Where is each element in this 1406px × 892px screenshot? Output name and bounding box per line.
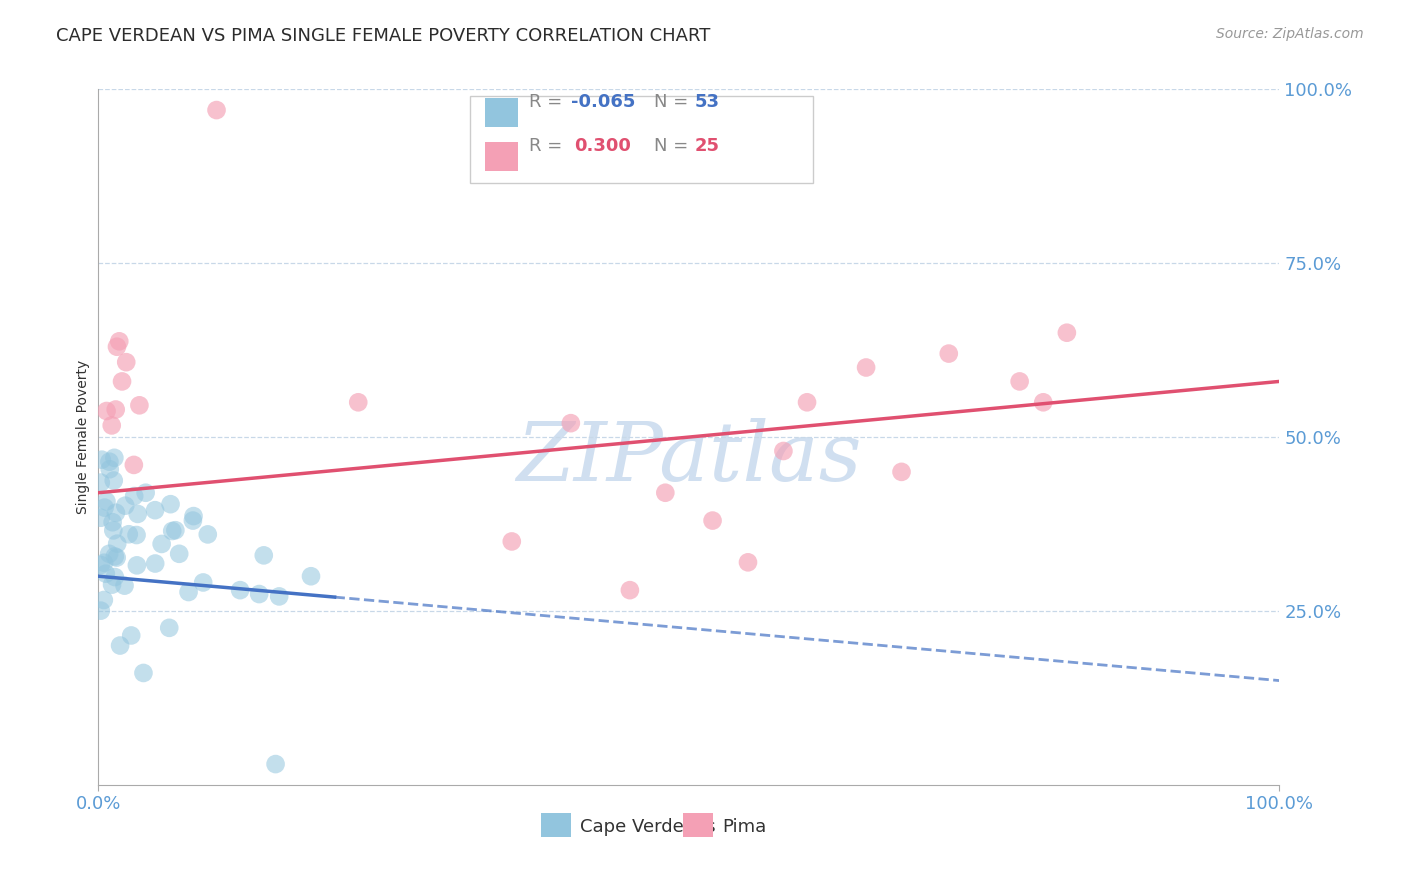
Point bbox=[122, 458, 145, 472]
Text: Source: ZipAtlas.com: Source: ZipAtlas.com bbox=[1216, 27, 1364, 41]
Point bbox=[132, 665, 155, 680]
Point bbox=[654, 485, 676, 500]
Point bbox=[501, 534, 523, 549]
Point bbox=[1032, 395, 1054, 409]
Point bbox=[890, 465, 912, 479]
Point bbox=[93, 556, 115, 570]
Point bbox=[143, 557, 166, 571]
Point bbox=[167, 547, 190, 561]
Point bbox=[128, 398, 150, 412]
Text: Pima: Pima bbox=[723, 818, 766, 836]
Point bbox=[94, 566, 117, 581]
FancyBboxPatch shape bbox=[485, 98, 517, 128]
Point bbox=[855, 360, 877, 375]
Point bbox=[103, 474, 125, 488]
Point bbox=[160, 524, 183, 538]
Point bbox=[157, 621, 180, 635]
Point bbox=[115, 355, 138, 369]
Point bbox=[165, 523, 187, 537]
Point bbox=[101, 577, 124, 591]
Point bbox=[108, 334, 131, 349]
Point bbox=[90, 475, 112, 490]
Point bbox=[1008, 375, 1031, 389]
Point bbox=[90, 558, 112, 572]
Text: R =: R = bbox=[530, 136, 574, 155]
Point bbox=[122, 489, 145, 503]
Text: Cape Verdeans: Cape Verdeans bbox=[581, 818, 716, 836]
Point bbox=[197, 527, 219, 541]
Text: 25: 25 bbox=[695, 136, 720, 155]
Point bbox=[98, 547, 121, 561]
Point bbox=[111, 375, 134, 389]
Point bbox=[98, 462, 121, 476]
Point bbox=[104, 402, 127, 417]
Point bbox=[93, 593, 115, 607]
Point bbox=[96, 404, 118, 418]
Point bbox=[247, 587, 270, 601]
Point bbox=[103, 524, 125, 538]
Point bbox=[90, 604, 112, 618]
Point bbox=[702, 514, 724, 528]
Text: 0.300: 0.300 bbox=[575, 136, 631, 155]
FancyBboxPatch shape bbox=[683, 813, 713, 837]
Point bbox=[347, 395, 370, 409]
Point bbox=[938, 346, 960, 360]
Point bbox=[104, 549, 127, 564]
Point bbox=[159, 497, 181, 511]
Point bbox=[299, 569, 322, 583]
Point bbox=[143, 503, 166, 517]
Point bbox=[96, 494, 118, 508]
Point bbox=[108, 639, 131, 653]
Point bbox=[229, 583, 252, 598]
Point bbox=[177, 585, 200, 599]
Point bbox=[114, 499, 136, 513]
Point bbox=[253, 549, 276, 563]
Text: N =: N = bbox=[654, 94, 693, 112]
Point bbox=[150, 537, 173, 551]
Text: CAPE VERDEAN VS PIMA SINGLE FEMALE POVERTY CORRELATION CHART: CAPE VERDEAN VS PIMA SINGLE FEMALE POVER… bbox=[56, 27, 710, 45]
Point bbox=[93, 500, 115, 515]
Point bbox=[1056, 326, 1078, 340]
Text: N =: N = bbox=[654, 136, 693, 155]
Text: 53: 53 bbox=[695, 94, 720, 112]
Point bbox=[120, 628, 142, 642]
Point bbox=[90, 452, 112, 467]
FancyBboxPatch shape bbox=[485, 142, 517, 171]
Point bbox=[100, 418, 122, 433]
Point bbox=[269, 590, 291, 604]
Point bbox=[125, 558, 148, 573]
Point bbox=[205, 103, 228, 117]
Y-axis label: Single Female Poverty: Single Female Poverty bbox=[76, 360, 90, 514]
Text: R =: R = bbox=[530, 94, 568, 112]
Point bbox=[127, 507, 149, 521]
Text: ZIPatlas: ZIPatlas bbox=[516, 418, 862, 498]
Point bbox=[135, 485, 157, 500]
Point bbox=[98, 455, 121, 469]
FancyBboxPatch shape bbox=[471, 96, 813, 183]
Point bbox=[90, 510, 112, 524]
Text: -0.065: -0.065 bbox=[571, 94, 636, 112]
Point bbox=[737, 555, 759, 569]
Point bbox=[104, 506, 127, 520]
Point bbox=[796, 395, 818, 409]
Point bbox=[118, 527, 141, 541]
Point bbox=[105, 550, 128, 565]
Point bbox=[193, 575, 215, 590]
Point bbox=[114, 579, 136, 593]
Point bbox=[104, 570, 127, 584]
Point bbox=[772, 444, 794, 458]
Point bbox=[181, 514, 204, 528]
Point bbox=[125, 528, 148, 542]
Point bbox=[103, 450, 125, 465]
Point bbox=[264, 757, 287, 772]
Point bbox=[619, 583, 641, 598]
Point bbox=[560, 416, 582, 430]
Point bbox=[105, 340, 128, 354]
Point bbox=[101, 515, 124, 529]
FancyBboxPatch shape bbox=[541, 813, 571, 837]
Point bbox=[183, 509, 205, 524]
Point bbox=[105, 536, 128, 550]
